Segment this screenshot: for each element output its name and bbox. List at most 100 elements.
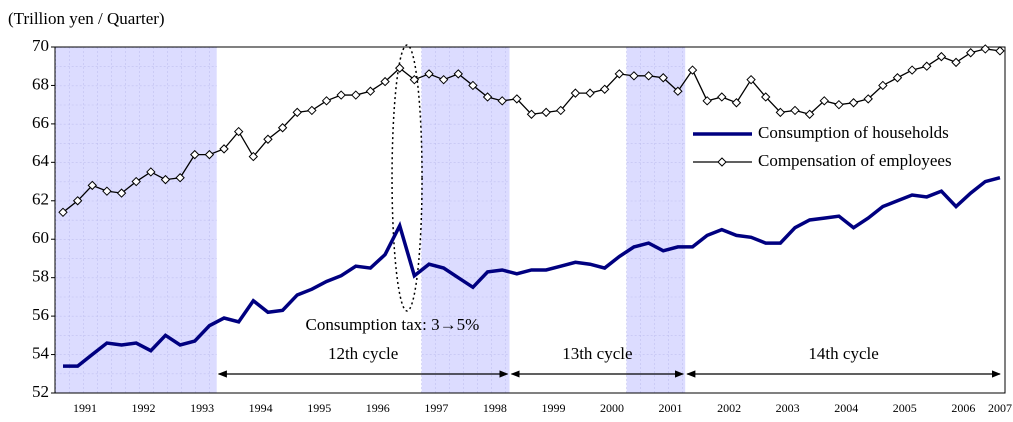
point	[556, 105, 566, 116]
point	[438, 74, 449, 85]
point	[453, 69, 463, 79]
point	[116, 188, 127, 198]
point	[219, 144, 229, 154]
point	[409, 74, 420, 85]
x-tick-label: 2002	[717, 401, 741, 415]
point	[614, 69, 625, 79]
point	[658, 73, 668, 83]
point	[995, 46, 1005, 56]
point	[365, 86, 376, 96]
x-tick-label: 1996	[366, 401, 390, 415]
point	[87, 180, 97, 191]
x-tick-label: 1999	[541, 401, 565, 415]
point	[160, 174, 171, 185]
point	[248, 151, 259, 162]
y-tick-label: 54	[32, 343, 50, 362]
y-tick-label: 60	[32, 228, 49, 247]
tax-ellipse	[391, 44, 423, 312]
annotation: 13th cycle	[562, 344, 632, 363]
point	[717, 92, 727, 102]
point	[673, 86, 683, 96]
point	[468, 80, 478, 91]
x-tick-label: 2004	[834, 401, 858, 415]
point	[731, 98, 742, 108]
y-tick-label: 70	[32, 36, 49, 55]
x-tick-label: 1995	[307, 401, 331, 415]
point	[790, 105, 800, 116]
point	[482, 92, 493, 102]
point	[761, 92, 771, 102]
plot-frame	[54, 46, 1006, 394]
x-tick-label: 1993	[190, 401, 214, 415]
point	[131, 176, 141, 187]
legend-label: Consumption of households	[758, 123, 949, 142]
point	[878, 80, 888, 91]
point	[834, 99, 844, 110]
x-tick-label: 2005	[893, 401, 917, 415]
x-tick-label: 2006	[951, 401, 975, 415]
annotation: Consumption tax: 3→5%	[306, 315, 480, 334]
point	[395, 63, 405, 73]
x-tick-label: 1994	[249, 401, 273, 415]
point	[277, 123, 288, 133]
point	[848, 98, 859, 108]
point	[804, 109, 815, 119]
y-tick-label: 62	[32, 190, 49, 209]
point	[321, 96, 332, 106]
point	[175, 173, 185, 183]
point	[746, 74, 756, 85]
point	[585, 88, 595, 98]
y-axis-label: (Trillion yen / Quarter)	[8, 9, 165, 28]
point	[102, 186, 112, 196]
x-tick-label: 1998	[483, 401, 507, 415]
point	[907, 65, 917, 75]
annotation: 14th cycle	[808, 344, 878, 363]
point	[702, 96, 712, 106]
point	[307, 105, 317, 116]
point	[819, 96, 829, 106]
y-tick-label: 64	[32, 151, 50, 170]
legend-label: Compensation of employees	[758, 151, 952, 170]
x-tick-label: 2000	[600, 401, 624, 415]
y-tick-label: 56	[32, 305, 49, 324]
point	[892, 73, 903, 83]
annotation: 12th cycle	[328, 344, 398, 363]
point	[292, 107, 302, 118]
point	[512, 94, 522, 104]
point	[263, 134, 273, 144]
point	[922, 61, 932, 71]
point	[863, 94, 873, 104]
y-tick-label: 52	[32, 382, 49, 401]
point	[643, 71, 654, 81]
point	[570, 88, 581, 98]
x-tick-label: 1997	[424, 401, 448, 415]
y-tick-label: 58	[32, 267, 49, 286]
x-tick-label: 2001	[659, 401, 683, 415]
point	[775, 107, 786, 118]
point	[204, 149, 215, 160]
x-tick-label: 2003	[776, 401, 800, 415]
point	[58, 207, 68, 218]
point	[72, 196, 83, 206]
point	[687, 65, 698, 75]
point	[146, 167, 156, 177]
point	[526, 109, 537, 119]
point	[497, 96, 507, 106]
point	[233, 126, 244, 137]
point	[951, 57, 961, 68]
point	[980, 44, 991, 54]
x-tick-label: 1992	[132, 401, 156, 415]
point	[336, 90, 346, 100]
y-tick-label: 68	[32, 74, 49, 93]
series-line	[63, 176, 1001, 368]
point	[380, 76, 390, 87]
point	[424, 69, 434, 79]
x-tick-label: 2007	[988, 401, 1012, 415]
y-tick-label: 66	[32, 113, 49, 132]
legend-marker	[717, 157, 727, 167]
x-tick-label: 1991	[73, 401, 97, 415]
point	[190, 149, 200, 160]
point	[629, 71, 639, 81]
point	[541, 107, 551, 118]
point	[599, 84, 610, 94]
